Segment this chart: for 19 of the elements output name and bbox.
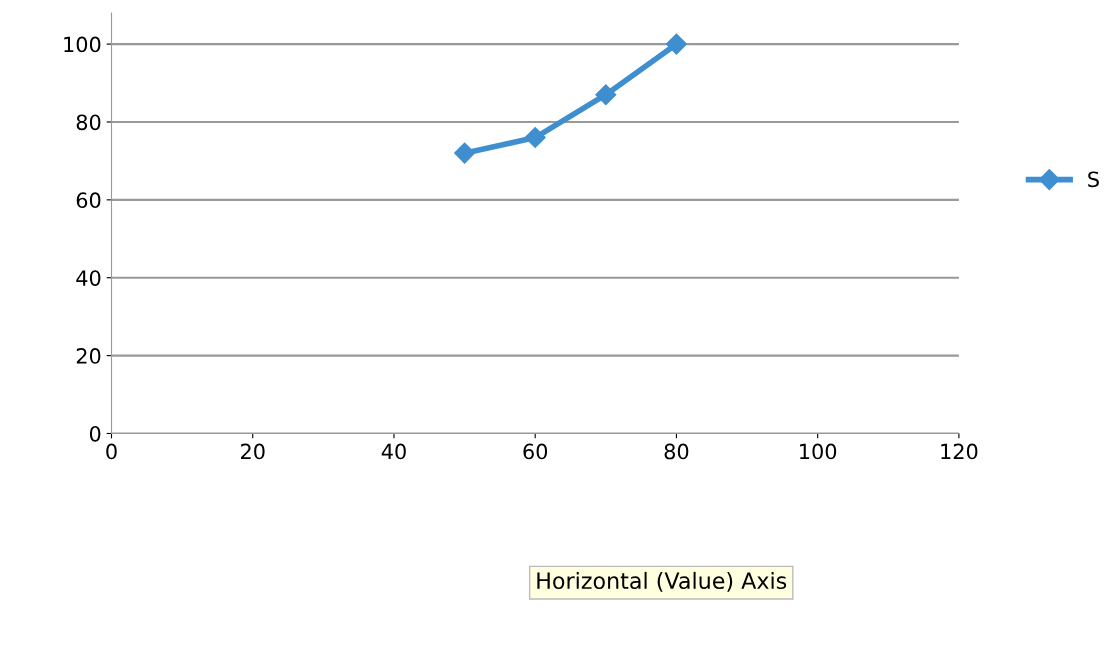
y-tick-label: 60 [76, 192, 101, 209]
y-tick-label: 0 [89, 425, 101, 442]
x-tick-label: 40 [381, 443, 406, 460]
x-tick-label: 80 [664, 443, 689, 460]
point [524, 127, 546, 149]
x-tick-label: 0 [106, 443, 117, 460]
x-tick-label: 60 [523, 443, 548, 460]
y-tick-label: 20 [76, 348, 101, 364]
x-tick-label: 20 [241, 443, 265, 460]
text: Horizontal (Value) Axis [537, 571, 787, 592]
point [454, 142, 476, 164]
legend-label: S [1088, 171, 1099, 188]
point [595, 84, 617, 106]
y-tick-label: 100 [64, 36, 101, 53]
point [665, 33, 687, 55]
x-tick-label: 100 [800, 443, 837, 460]
x-tick-label: 120 [941, 443, 978, 460]
y-tick-label: 80 [76, 114, 101, 131]
y-tick-label: 40 [76, 270, 101, 286]
